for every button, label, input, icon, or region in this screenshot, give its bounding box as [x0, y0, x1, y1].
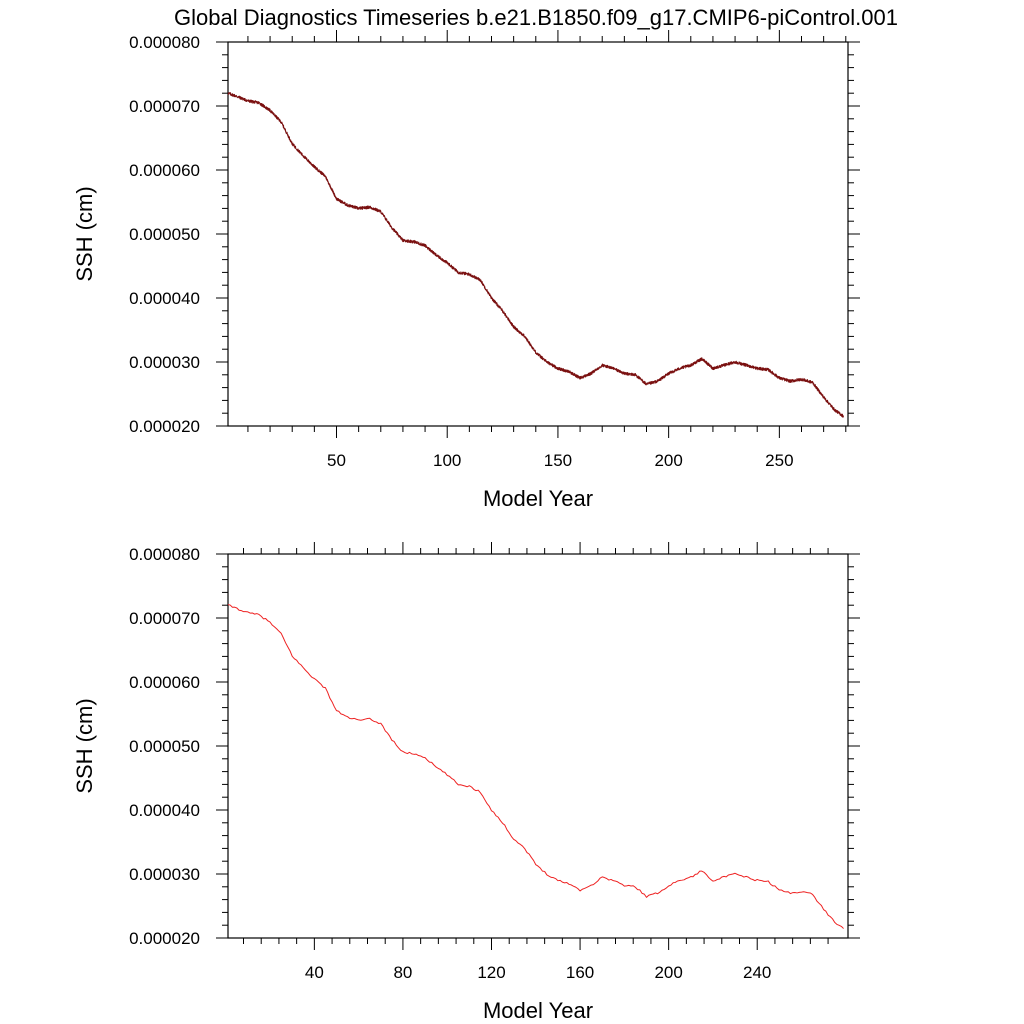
x-tick-label: 200 [654, 963, 682, 982]
y-tick-label: 0.000080 [129, 545, 200, 564]
x-tick-label: 160 [566, 963, 594, 982]
y-tick-label: 0.000030 [129, 353, 200, 372]
x-tick-label: 250 [765, 451, 793, 470]
series-line [227, 604, 844, 929]
x-tick-label: 150 [544, 451, 572, 470]
y-tick-label: 0.000050 [129, 737, 200, 756]
x-tick-label: 120 [477, 963, 505, 982]
y-tick-label: 0.000060 [129, 161, 200, 180]
y-axis-label: SSH (cm) [72, 698, 97, 793]
x-tick-label: 200 [654, 451, 682, 470]
y-axis-label: SSH (cm) [72, 186, 97, 281]
y-tick-label: 0.000020 [129, 929, 200, 948]
x-axis-label: Model Year [483, 998, 593, 1023]
y-tick-label: 0.000030 [129, 865, 200, 884]
x-tick-label: 80 [393, 963, 412, 982]
y-tick-label: 0.000070 [129, 609, 200, 628]
x-axis-label: Model Year [483, 486, 593, 511]
figure-title: Global Diagnostics Timeseries b.e21.B185… [174, 5, 898, 30]
y-tick-label: 0.000020 [129, 417, 200, 436]
x-tick-label: 240 [743, 963, 771, 982]
top-panel-monthly: 0.000020 0.000030 0.000040 0.000050 0.000060… [72, 30, 860, 511]
x-tick-label: 40 [305, 963, 324, 982]
bottom-panel-annual: 0.000020 0.000030 0.000040 0.000050 0.000060… [72, 542, 860, 1023]
y-tick-label: 0.000070 [129, 97, 200, 116]
x-tick-label: 50 [327, 451, 346, 470]
y-tick-label: 0.000080 [129, 33, 200, 52]
y-tick-label: 0.000040 [129, 801, 200, 820]
series-line [227, 92, 844, 418]
x-tick-label: 100 [433, 451, 461, 470]
y-tick-label: 0.000040 [129, 289, 200, 308]
y-tick-label: 0.000060 [129, 673, 200, 692]
y-tick-label: 0.000050 [129, 225, 200, 244]
